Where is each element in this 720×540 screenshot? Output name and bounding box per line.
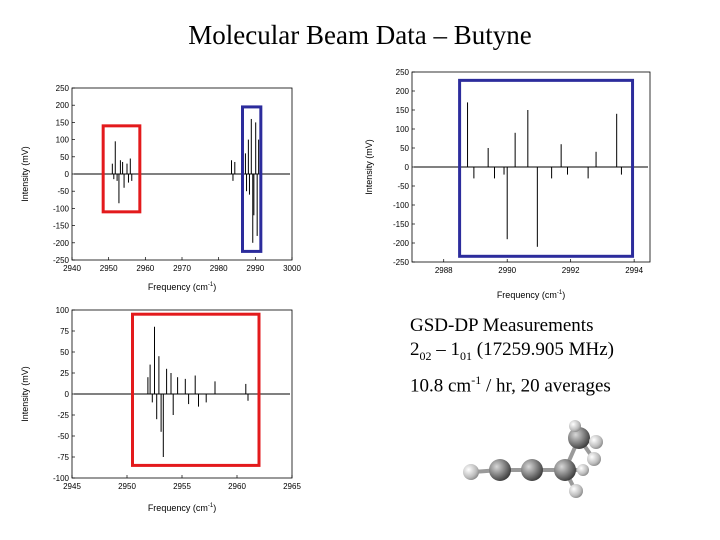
x-tick-label: 2988 bbox=[435, 266, 453, 275]
spectrum-trace bbox=[74, 118, 290, 243]
caption-averages: / hr, 20 averages bbox=[481, 375, 611, 397]
x-tick-label: 2990 bbox=[498, 266, 516, 275]
red-highlight-box bbox=[131, 312, 261, 467]
x-tick-label: 2994 bbox=[625, 266, 643, 275]
y-tick-label: 50 bbox=[60, 153, 69, 162]
y-tick-label: 0 bbox=[405, 163, 410, 172]
caption-line-2: 202 – 101 (17259.905 MHz) bbox=[410, 338, 614, 368]
y-tick-label: -200 bbox=[393, 239, 410, 248]
caption-frequency: (17259.905 MHz) bbox=[472, 339, 614, 360]
caption-transition-lower: 1 bbox=[450, 339, 461, 360]
caption-rate-sup: -1 bbox=[471, 372, 482, 387]
x-tick-label: 2955 bbox=[173, 482, 191, 491]
spectrum-trace bbox=[74, 326, 290, 457]
x-tick-label: 2990 bbox=[246, 264, 264, 273]
y-tick-label: 100 bbox=[56, 306, 70, 315]
y-axis-title: Intensity (mV) bbox=[20, 146, 30, 202]
y-tick-label: 150 bbox=[56, 118, 70, 127]
caption-rate: 10.8 cm bbox=[410, 375, 472, 397]
x-axis-title: Frequency (cm-1) bbox=[148, 503, 216, 513]
x-tick-label: 3000 bbox=[283, 264, 301, 273]
y-tick-label: 25 bbox=[60, 369, 69, 378]
blue-highlight-box bbox=[458, 78, 635, 258]
caption: GSD-DP Measurements 202 – 101 (17259.905… bbox=[410, 314, 614, 398]
y-tick-label: -250 bbox=[53, 256, 70, 265]
y-tick-label: -100 bbox=[53, 474, 70, 483]
y-axis-title: Intensity (mV) bbox=[20, 366, 30, 422]
x-tick-label: 2950 bbox=[100, 264, 118, 273]
x-tick-label: 2940 bbox=[63, 264, 81, 273]
y-tick-label: 200 bbox=[396, 87, 410, 96]
y-tick-label: -75 bbox=[57, 453, 69, 462]
x-axis-title: Frequency (cm-1) bbox=[497, 290, 565, 300]
x-tick-label: 2970 bbox=[173, 264, 191, 273]
y-tick-label: 75 bbox=[60, 327, 69, 336]
x-tick-label: 2965 bbox=[283, 482, 301, 491]
red-highlight-box bbox=[101, 124, 142, 214]
y-tick-label: -100 bbox=[53, 204, 70, 213]
y-tick-label: -50 bbox=[57, 432, 69, 441]
x-tick-label: 2960 bbox=[228, 482, 246, 491]
chart-top-right: -250 -200 -150 -100 -50 0 50 100 150 200 250 2988 29… bbox=[364, 68, 651, 300]
x-tick-label: 2980 bbox=[210, 264, 228, 273]
y-tick-label: 0 bbox=[65, 170, 70, 179]
y-tick-label: 200 bbox=[56, 101, 70, 110]
y-tick-label: 0 bbox=[65, 390, 70, 399]
x-tick-label: 2992 bbox=[562, 266, 580, 275]
y-tick-label: 100 bbox=[396, 125, 410, 134]
butyne-molecule-image bbox=[463, 420, 603, 498]
y-tick-label: -250 bbox=[393, 258, 410, 267]
y-tick-label: -25 bbox=[57, 411, 69, 420]
x-tick-label: 2945 bbox=[63, 482, 81, 491]
spectrum-trace bbox=[414, 102, 648, 247]
y-tick-label: 250 bbox=[56, 84, 70, 93]
y-tick-label: 250 bbox=[396, 68, 410, 77]
y-tick-label: -150 bbox=[393, 220, 410, 229]
caption-dash: – bbox=[431, 339, 451, 360]
y-tick-label: -50 bbox=[57, 187, 69, 196]
y-tick-label: 50 bbox=[60, 348, 69, 357]
y-tick-label: -100 bbox=[393, 201, 410, 210]
y-axis-title: Intensity (mV) bbox=[364, 139, 374, 195]
caption-transition-lower-sub: 01 bbox=[460, 348, 472, 363]
y-tick-label: -50 bbox=[397, 182, 409, 191]
caption-transition-upper: 2 bbox=[410, 339, 420, 360]
x-tick-label: 2960 bbox=[136, 264, 154, 273]
y-tick-label: 50 bbox=[400, 144, 409, 153]
slide-title: Molecular Beam Data – Butyne bbox=[188, 20, 532, 50]
caption-transition-upper-sub: 02 bbox=[419, 348, 432, 363]
y-tick-label: 150 bbox=[396, 106, 410, 115]
chart-bottom-left: -100 -75 -50 -25 0 25 50 75 100 2945 2950 2955 2960 2… bbox=[20, 306, 301, 513]
x-axis-title: Frequency (cm-1) bbox=[148, 282, 216, 292]
y-tick-label: -200 bbox=[53, 239, 70, 248]
y-tick-label: 100 bbox=[56, 136, 70, 145]
caption-line-1: GSD-DP Measurements bbox=[410, 315, 594, 336]
y-tick-label: -150 bbox=[53, 222, 70, 231]
x-tick-label: 2950 bbox=[118, 482, 136, 491]
chart-top-left: -250 -200 -150 -100 -50 0 50 100 150 200 250 2940 29… bbox=[20, 84, 301, 292]
blue-highlight-box bbox=[241, 105, 263, 253]
caption-line-3: 10.8 cm-1 / hr, 20 averages bbox=[410, 368, 614, 398]
